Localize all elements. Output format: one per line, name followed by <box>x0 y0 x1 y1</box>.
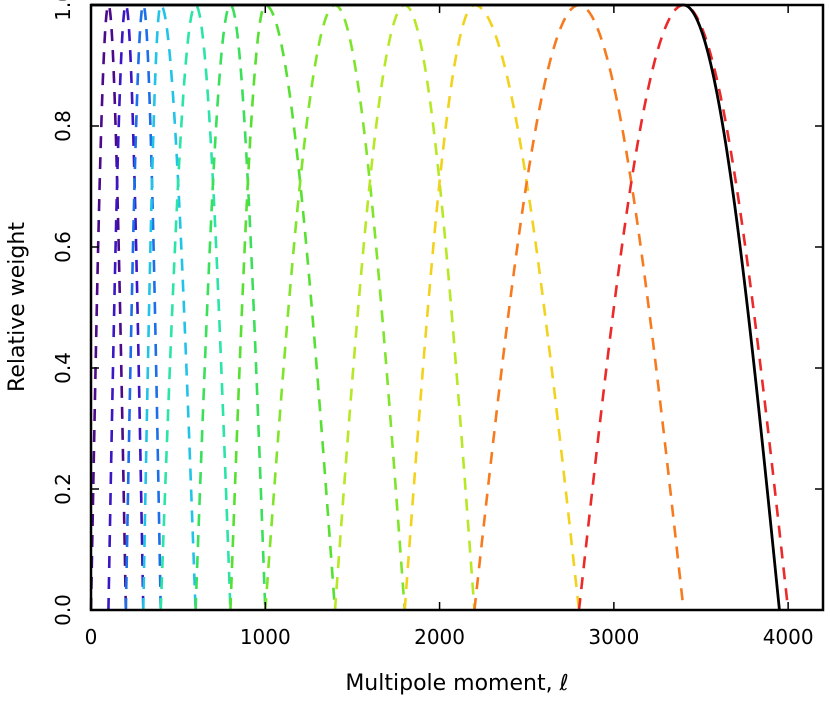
dashed-window-5 <box>159 3 232 611</box>
y-tick-label-2: 0.4 <box>51 352 75 384</box>
y-tick-label-4: 0.8 <box>51 110 75 142</box>
y-tick-label-1: 0.2 <box>51 473 75 505</box>
y-tick-label-3: 0.6 <box>51 231 75 263</box>
dashed-window-7 <box>229 3 337 611</box>
x-tick-label-1: 1000 <box>240 625 291 649</box>
dashed-window-6 <box>194 3 267 611</box>
x-tick-label-2: 2000 <box>414 625 465 649</box>
x-tick-label-0: 0 <box>85 625 98 649</box>
solid-envelope-13 <box>91 3 781 611</box>
y-tick-label-0: 0.0 <box>51 594 75 626</box>
y-axis-label: Relative weight <box>5 222 30 392</box>
dashed-window-10 <box>403 3 581 611</box>
dashed-window-2 <box>107 3 145 611</box>
dashed-window-1 <box>89 3 128 611</box>
dashed-window-4 <box>141 3 197 611</box>
x-tick-label-3: 3000 <box>588 625 639 649</box>
dashed-window-3 <box>124 3 163 611</box>
x-tick-label-4: 4000 <box>763 625 814 649</box>
x-axis-label: Multipole moment, ℓ <box>345 671 568 696</box>
ticks-layer: 0 1000 2000 3000 4000 0.0 0.2 0.4 0.6 0.8 1.0 <box>51 0 823 649</box>
plot-frame <box>89 3 825 612</box>
y-tick-label-5: 1.0 <box>51 0 75 21</box>
